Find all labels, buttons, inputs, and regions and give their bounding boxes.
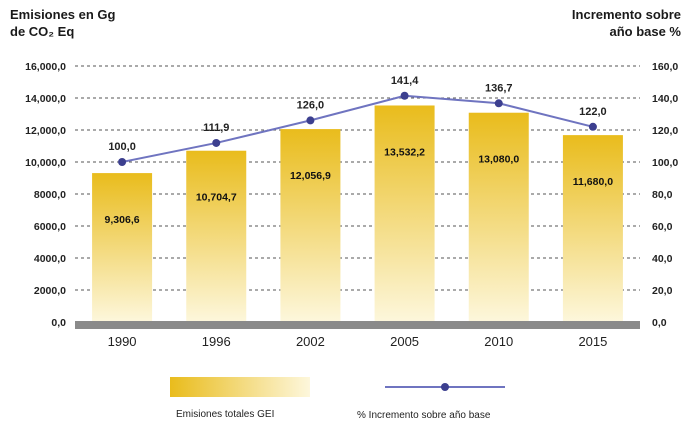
right-tick-label: 80,0 [652,189,673,201]
bar-series: 9,306,6 10,704,7 12,056,9 13,532,2 13,080,0 1… [92,105,623,322]
line-point [212,138,221,147]
x-tick-label: 2002 [296,334,325,349]
left-tick-label: 8000,0 [34,189,66,201]
x-axis-labels: 1990 1996 2002 2005 2010 2015 [108,334,608,349]
left-tick-label: 14,000,0 [25,93,66,105]
left-tick-label: 4000,0 [34,253,66,265]
left-tick-label: 16,000,0 [25,61,66,73]
right-tick-label: 140,0 [652,93,678,105]
line-value-label: 100,0 [108,141,136,153]
line-path [121,94,594,163]
bar [92,173,153,322]
bar [468,112,529,322]
bar [186,150,247,322]
legend-bar-swatch [170,377,310,397]
bar-value-label: 11,680,0 [573,176,613,188]
legend-bar-label: Emisiones totales GEI [176,409,274,420]
line-point [588,122,597,131]
baseline-band [75,321,640,329]
left-tick-label: 2000,0 [34,285,66,297]
bar-value-label: 12,056,9 [290,170,331,182]
line-series: 100,0 111,9 126,0 141,4 136,7 122,0 [108,75,607,166]
line-point [494,99,503,108]
left-axis-title-line2: de CO₂ Eq [10,24,75,39]
right-axis-ticks: 0,0 20,0 40,0 60,0 80,0 100,0 120,0 140,0 160,0 [652,61,678,329]
line-value-label: 141,4 [391,75,419,87]
line-point [400,91,409,100]
left-tick-label: 6000,0 [34,221,66,233]
legend-line-label: % Incremento sobre año base [357,410,491,421]
right-tick-label: 40,0 [652,253,673,265]
bar [562,135,623,322]
line-value-label: 111,9 [203,122,229,134]
right-axis-title-line2: año base % [609,24,681,39]
x-tick-label: 2005 [390,334,419,349]
grid-lines [75,65,640,291]
legend: Emisiones totales GEI % Incremento sobre … [170,377,505,421]
line-point [306,116,315,125]
right-axis-title: Incremento sobre año base % [572,6,681,40]
left-axis-title: Emisiones en Gg de CO₂ Eq [10,6,115,40]
x-tick-label: 2015 [578,334,607,349]
right-tick-label: 0,0 [652,317,667,329]
baseline [75,321,640,329]
right-axis-title-line1: Incremento sobre [571,7,681,22]
line-value-label: 136,7 [485,82,513,94]
bar [374,105,435,322]
left-tick-label: 10,000,0 [25,157,66,169]
right-tick-label: 160,0 [652,61,678,73]
bar [280,129,341,322]
bar-value-label: 10,704,7 [196,192,237,204]
legend-line-marker [441,383,449,391]
x-tick-label: 2010 [484,334,513,349]
right-tick-label: 120,0 [652,125,678,137]
line-value-label: 122,0 [579,106,607,118]
left-axis-ticks: 0,0 2000,0 4000,0 6000,0 8000,0 10,000,0 12,00… [25,61,66,329]
bar-value-label: 13,532,2 [384,146,425,158]
left-axis-title-line1: Emisiones en Gg [10,7,116,22]
left-tick-label: 12,000,0 [25,125,66,137]
right-tick-label: 20,0 [652,285,673,297]
line-point [118,158,127,166]
x-tick-label: 1996 [202,334,231,349]
right-tick-label: 100,0 [652,157,678,169]
line-value-label: 126,0 [297,99,325,111]
right-tick-label: 60,0 [652,221,673,233]
bar-value-label: 9,306,6 [105,214,140,226]
left-tick-label: 0,0 [51,317,66,329]
bar-value-label: 13,080,0 [478,154,519,166]
x-tick-label: 1990 [108,334,137,349]
